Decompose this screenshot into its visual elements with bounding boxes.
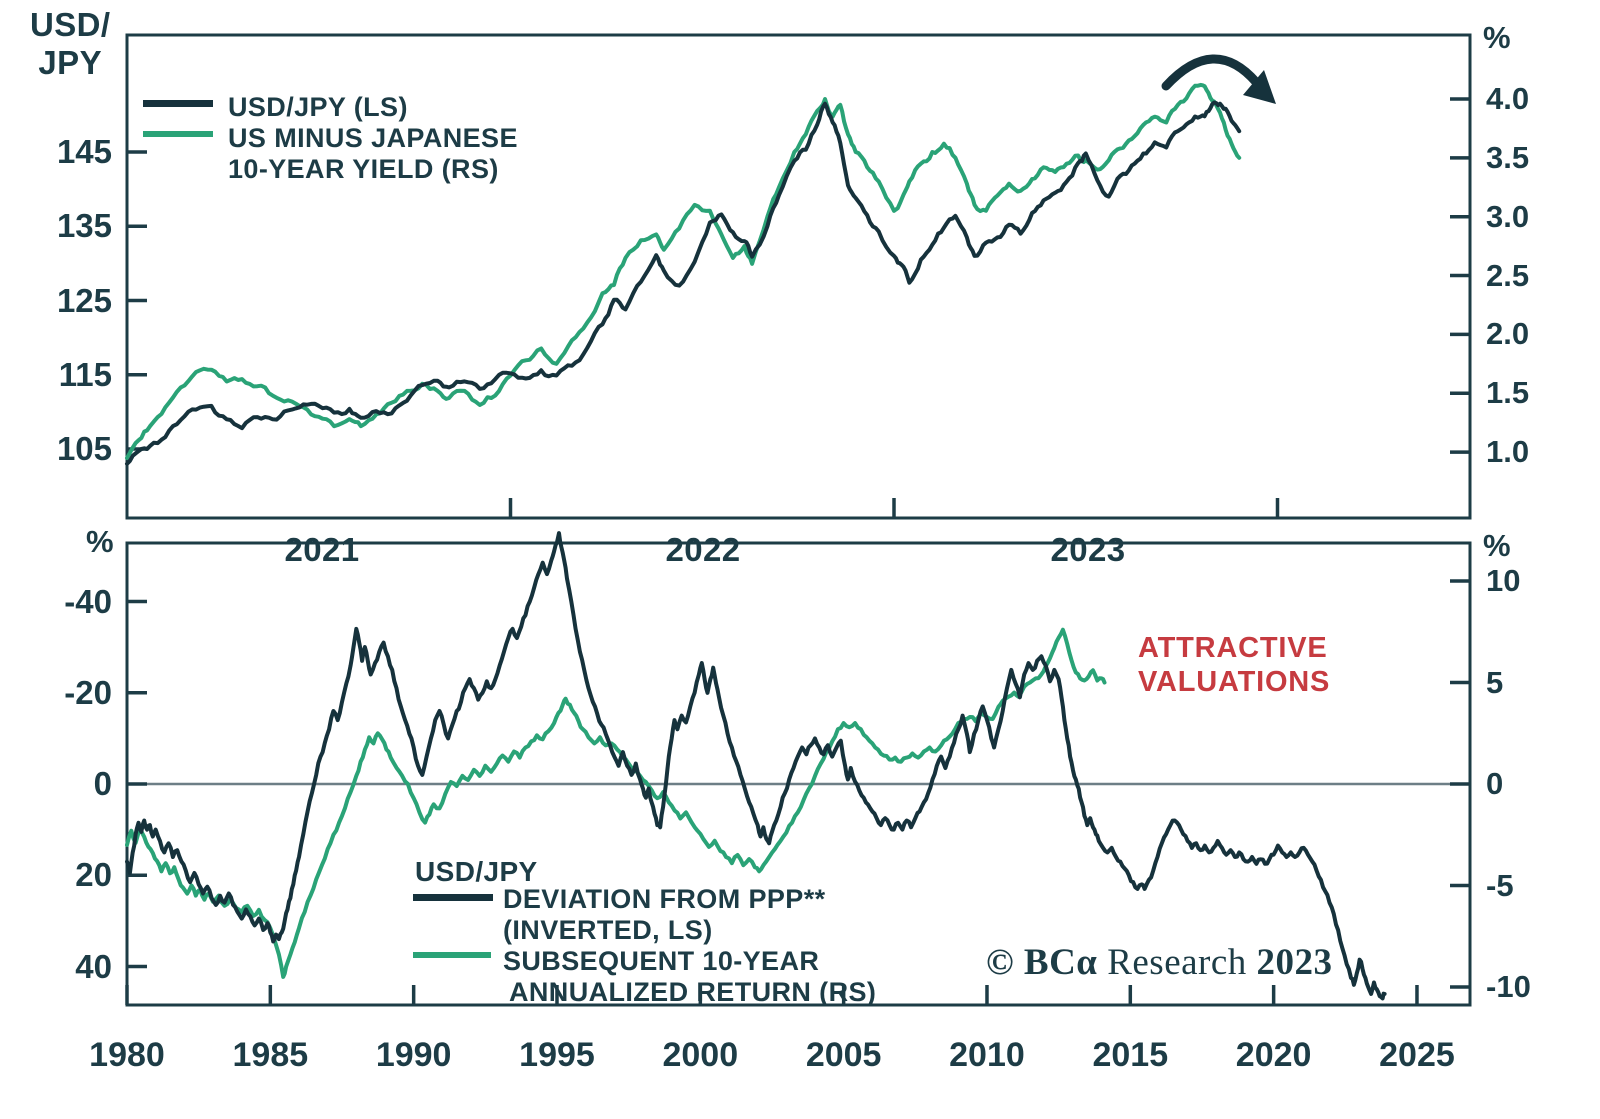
top-left-axis-title: USD/ JPY: [30, 6, 111, 82]
watermark-text: Research: [1097, 942, 1257, 983]
top-xaxis-label-2022: 2022: [665, 531, 741, 568]
watermark-year: 2023: [1256, 942, 1333, 983]
bottom-right-tick-label: 0: [1486, 766, 1504, 801]
attractive-valuations-annotation: ATTRACTIVE VALUATIONS: [1138, 631, 1330, 699]
bottom-panel-frame: [125, 541, 1472, 1007]
legend-label-subsequent-return-line1: SUBSEQUENT 10-YEAR: [503, 946, 820, 976]
bottom-x-tick-label: 2025: [1379, 1036, 1455, 1074]
top-right-tick-label: 4.0: [1486, 81, 1530, 116]
bca-research-watermark: © BCα Research 2023: [986, 941, 1333, 984]
legend-label-usdjpy: USD/JPY (LS): [228, 92, 408, 122]
trend-arrow-head: [1243, 70, 1276, 104]
top-left-tick-label: 135: [56, 207, 112, 245]
bottom-left-tick-label: -40: [64, 582, 112, 620]
legend-swatch-usdjpy: [143, 100, 213, 107]
bottom-right-axis-unit: %: [1483, 528, 1511, 563]
bottom-left-tick-label: 40: [75, 947, 112, 985]
bottom-x-tick-label: 2000: [662, 1036, 739, 1074]
bottom-x-tick-label: 1995: [519, 1036, 595, 1074]
series-usdjpy-line: [125, 100, 1242, 466]
top-right-tick-label: 1.0: [1486, 434, 1530, 470]
top-left-tick-label: 115: [58, 355, 112, 393]
top-left-tick-label: 125: [56, 281, 112, 319]
top-right-tick-label: 3.0: [1486, 198, 1530, 234]
bottom-left-tick-label: 0: [93, 765, 112, 802]
top-right-tick-label: 2.5: [1486, 257, 1530, 293]
attractive-valuations-line2: VALUATIONS: [1138, 666, 1331, 698]
bottom-x-tick-label: 2020: [1235, 1036, 1312, 1074]
bottom-x-tick-label: 1985: [232, 1036, 309, 1074]
top-right-axis-unit: %: [1483, 20, 1511, 55]
top-left-tick-label: 145: [56, 133, 112, 170]
series-subsequent-return-line: [125, 627, 1107, 979]
legend-swatch-subsequent-return: [413, 952, 491, 958]
top-left-axis-title-line1: USD/: [30, 6, 111, 43]
series-yield-spread-line: [125, 82, 1242, 460]
bottom-x-tick-label: 1990: [375, 1036, 452, 1074]
legend-swatch-ppp-deviation: [413, 894, 493, 901]
bottom-right-tick-label: -5: [1486, 867, 1514, 903]
bottom-x-tick-label: 2015: [1092, 1036, 1169, 1074]
top-xaxis-label-2021: 2021: [284, 531, 360, 568]
top-left-axis-title-line2: JPY: [38, 44, 102, 81]
series-ppp-deviation-line: [125, 531, 1387, 1001]
legend-label-subsequent-return-line2: ANNUALIZED RETURN (RS): [509, 977, 877, 1007]
bottom-legend-title: USD/JPY: [415, 856, 538, 887]
top-right-tick-label: 2.0: [1486, 316, 1530, 352]
legend-label-ppp-deviation-line1: DEVIATION FROM PPP**: [503, 884, 826, 914]
bottom-right-tick-label: -10: [1486, 969, 1531, 1004]
watermark-logo: © BCα: [986, 942, 1098, 983]
bottom-x-tick-label: 2010: [949, 1036, 1025, 1074]
top-right-tick-label: 1.5: [1486, 375, 1530, 411]
bottom-right-tick-label: 5: [1486, 664, 1504, 700]
legend-label-yield-spread-line1: US MINUS JAPANESE: [228, 123, 518, 153]
legend-swatch-yield-spread: [143, 131, 213, 137]
bottom-right-tick-label: 10: [1486, 563, 1521, 598]
legend-label-ppp-deviation-line2: (INVERTED, LS): [503, 915, 713, 945]
bottom-left-tick-label: 20: [75, 856, 112, 894]
legend-label-yield-spread-line2: 10-YEAR YIELD (RS): [228, 154, 499, 184]
top-right-tick-label: 3.5: [1486, 139, 1530, 175]
bottom-left-tick-label: -20: [64, 673, 112, 711]
bottom-x-tick-label: 1980: [89, 1036, 165, 1074]
bottom-x-tick-label: 2005: [805, 1036, 882, 1074]
bottom-left-axis-unit: %: [86, 524, 114, 559]
top-left-tick-label: 105: [56, 430, 112, 467]
top-xaxis-label-2023: 2023: [1050, 531, 1126, 568]
attractive-valuations-line1: ATTRACTIVE: [1138, 632, 1328, 664]
trend-arrow-arc: [1161, 54, 1261, 91]
